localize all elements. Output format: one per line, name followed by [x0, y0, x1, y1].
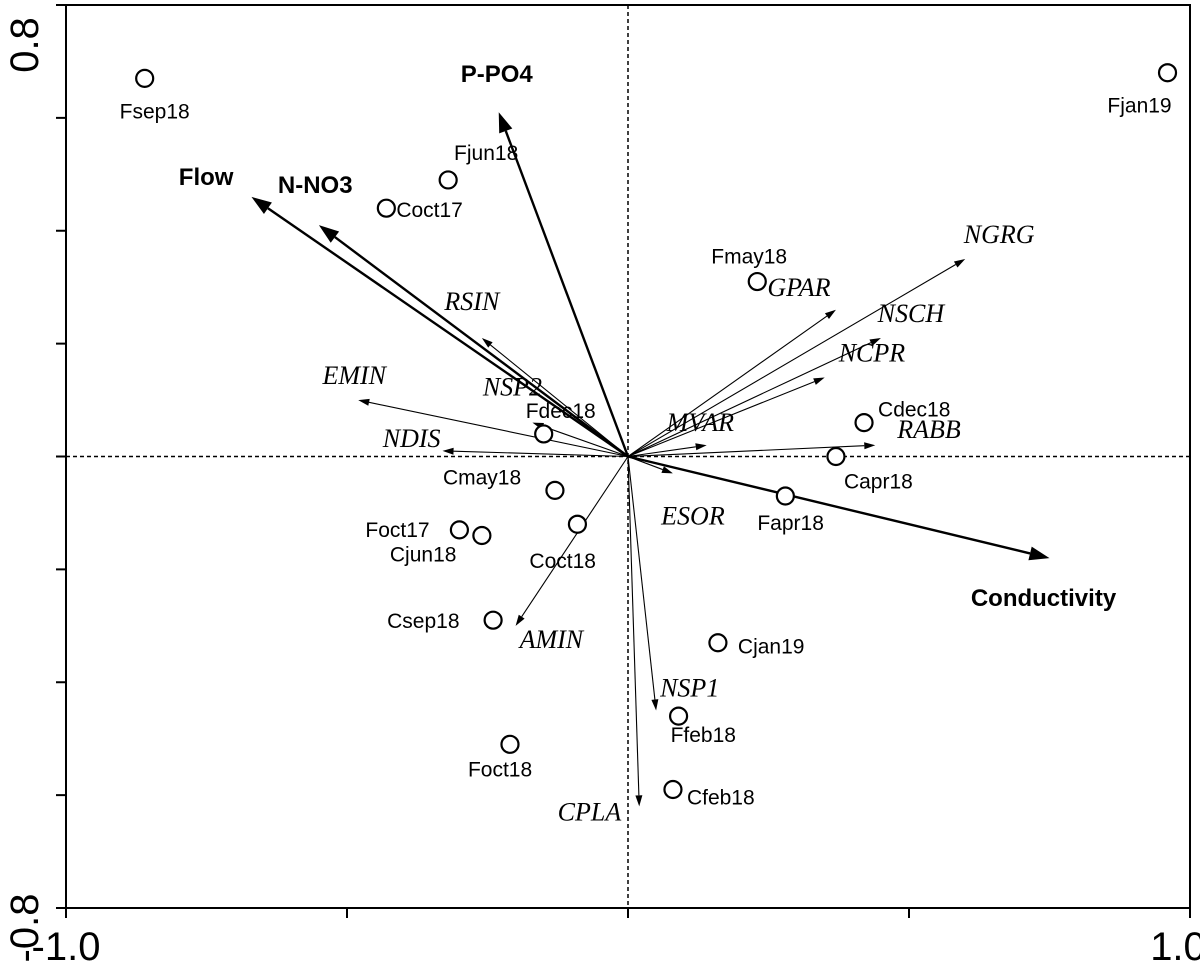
- x-tick-label-max: 1.0: [1150, 925, 1200, 969]
- site-foct17-label: Foct17: [365, 519, 429, 542]
- species-mvar-arrow-head: [695, 443, 707, 451]
- env-n-no3-arrow-head: [318, 225, 340, 243]
- species-nsp1-arrow-line: [627, 456, 656, 700]
- site-fmay18-marker: [747, 271, 767, 292]
- site-capr18-marker: [826, 446, 846, 467]
- species-nsch-arrow-line: [627, 342, 872, 457]
- species-cpla-arrow-head: [635, 795, 643, 807]
- site-csep18-label: Csep18: [387, 610, 459, 633]
- site-coct17-label: Coct17: [396, 199, 463, 222]
- env-p-po4-arrow-head: [498, 112, 513, 134]
- species-emin-label: EMIN: [321, 361, 387, 390]
- species-rsin-arrow-head: [481, 337, 493, 348]
- env-flow-arrow-head: [251, 196, 272, 215]
- species-amin-arrow-head: [515, 614, 525, 626]
- species-emin-arrow-head: [358, 398, 370, 406]
- species-esor-label: ESOR: [660, 501, 725, 530]
- site-fapr18-label: Fapr18: [757, 512, 824, 535]
- env-conductivity-arrow-head: [1028, 546, 1050, 561]
- site-coct18-label: Coct18: [529, 550, 596, 573]
- species-cpla-arrow-line: [627, 456, 640, 796]
- env-flow-arrow-line: [267, 207, 629, 458]
- site-cjun18-marker: [472, 525, 492, 546]
- site-cdec18-label: Cdec18: [878, 399, 950, 422]
- x-tick-label-min: -1.0: [32, 925, 101, 969]
- sites: Fsep18 Fjan19 Fjun18 Coct17 Fmay18 Fdec18 Cdec…: [120, 63, 1178, 809]
- species-mvar-arrow-line: [627, 446, 696, 458]
- species-nsp1-label: NSP1: [659, 673, 719, 702]
- site-fjun18-marker: [438, 170, 458, 190]
- species-nsp1-arrow-head: [651, 699, 659, 711]
- site-foct17-marker: [449, 520, 469, 540]
- species-ngrg-arrow-head: [953, 258, 966, 268]
- site-fjun18-label: Fjun18: [454, 142, 518, 165]
- site-cmay18-marker: [545, 480, 565, 500]
- site-fdec18-label: Fdec18: [526, 400, 596, 423]
- site-foct18-label: Foct18: [468, 758, 532, 781]
- species-ncpr-arrow-head: [813, 377, 825, 385]
- species-rabb-arrow-head: [864, 442, 876, 450]
- species-ndis-label: NDIS: [382, 424, 441, 453]
- site-ffeb18-marker: [668, 706, 689, 726]
- species-esor-arrow-head: [661, 466, 673, 474]
- site-cjan19-label: Cjan19: [738, 636, 805, 659]
- env-p-po4-label: P-PO4: [461, 61, 534, 88]
- env-n-no3-label: N-NO3: [278, 172, 353, 199]
- species-ncpr-label: NCPR: [838, 338, 906, 367]
- site-cfeb18-marker: [663, 779, 683, 800]
- species-gpar-arrow-head: [824, 309, 836, 319]
- species-amin-label: AMIN: [518, 625, 585, 654]
- species-ndis-arrow-head: [442, 447, 454, 455]
- site-fdec18-marker: [534, 424, 554, 444]
- site-cjun18-label: Cjun18: [390, 544, 457, 567]
- species-ngrg-arrow-line: [627, 264, 956, 457]
- site-cjan19-marker: [708, 633, 728, 653]
- y-tick-label-min: -0.8: [3, 894, 47, 963]
- species-rabb-label: RABB: [896, 415, 961, 444]
- species-ngrg-label: NGRG: [963, 220, 1035, 249]
- site-fapr18-marker: [775, 486, 795, 506]
- species-emin-arrow-line: [368, 401, 629, 458]
- env-flow-label: Flow: [179, 164, 234, 191]
- site-fmay18-label: Fmay18: [711, 246, 787, 269]
- site-coct17-marker: [376, 198, 396, 218]
- species-ndis-arrow-line: [453, 450, 629, 458]
- species-nsp2-arrow-line: [542, 425, 629, 458]
- env-p-po4-arrow-line: [504, 130, 630, 457]
- y-tick-label-max: 0.8: [3, 17, 47, 73]
- site-fjan19-label: Fjan19: [1107, 95, 1171, 118]
- species-amin-arrow-line: [521, 456, 629, 617]
- site-cmay18-label: Cmay18: [443, 466, 521, 489]
- species-nsch-label: NSCH: [877, 299, 946, 328]
- species-nsch-arrow-head: [869, 337, 881, 346]
- species-ncpr-arrow-line: [627, 381, 815, 458]
- site-fsep18-marker: [135, 68, 155, 88]
- species-gpar-arrow-line: [627, 315, 828, 457]
- environmental-vectors: P-PO4 Flow N-NO3 Conductivity: [179, 61, 1117, 612]
- species-gpar-label: GPAR: [767, 273, 830, 302]
- site-fsep18-label: Fsep18: [120, 100, 190, 123]
- site-ffeb18-label: Ffeb18: [671, 724, 736, 747]
- site-cdec18-marker: [854, 413, 874, 433]
- species-rsin-label: RSIN: [443, 287, 501, 316]
- species-mvar-label: MVAR: [666, 408, 734, 437]
- env-conductivity-arrow-line: [627, 455, 1031, 555]
- site-foct18-marker: [500, 734, 520, 754]
- site-capr18-label: Capr18: [844, 471, 913, 494]
- site-coct18-marker: [567, 514, 588, 534]
- site-fjan19-marker: [1157, 63, 1178, 83]
- species-rabb-arrow-line: [627, 445, 865, 458]
- env-n-no3-arrow-line: [334, 236, 629, 458]
- species-cpla-label: CPLA: [558, 797, 622, 826]
- axes: -1.0 1.0 0.8 -0.8: [3, 4, 1200, 969]
- site-csep18-marker: [483, 610, 503, 630]
- env-conductivity-label: Conductivity: [971, 585, 1117, 612]
- site-cfeb18-label: Cfeb18: [687, 786, 755, 809]
